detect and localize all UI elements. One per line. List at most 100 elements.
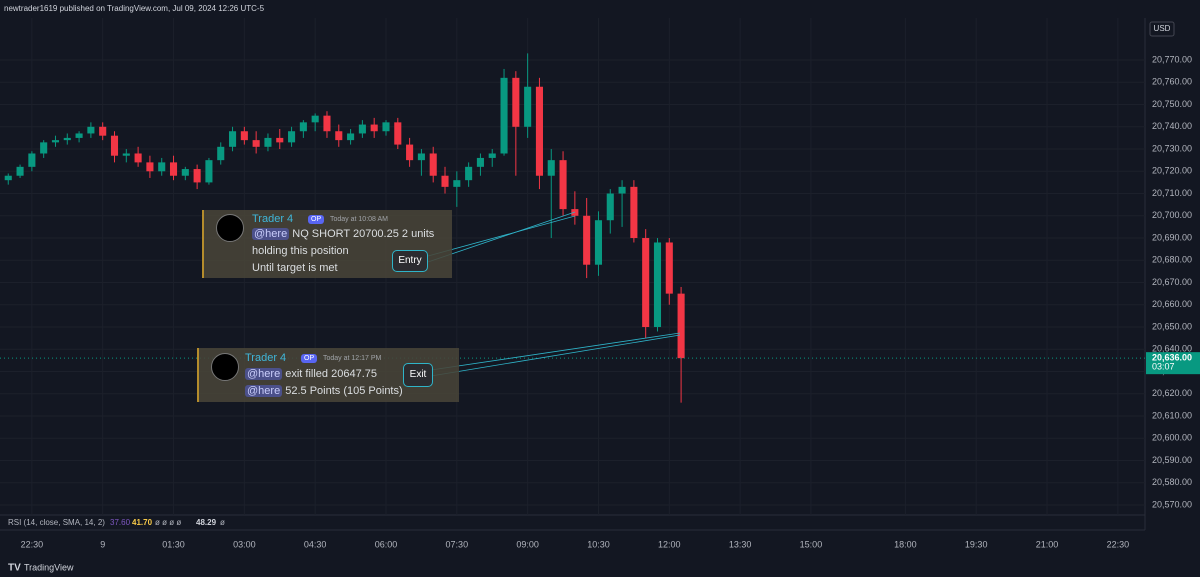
- last-price-box: [1146, 352, 1200, 375]
- currency: USD: [1154, 24, 1171, 33]
- candle-body: [28, 153, 36, 167]
- timestamp: Today at 10:08 AM: [330, 216, 388, 223]
- x-tick-label: 06:00: [375, 539, 398, 549]
- candle-body: [429, 153, 437, 176]
- candle-body: [335, 131, 343, 141]
- candle-body: [358, 124, 366, 134]
- x-tick-label: 03:00: [233, 539, 256, 549]
- rsi-empty: ø ø ø ø: [155, 518, 181, 527]
- text: 52.5 Points (105 Points): [285, 385, 403, 397]
- author: Trader 4: [252, 213, 294, 225]
- candle-body: [512, 77, 520, 127]
- candle-body: [465, 166, 473, 181]
- candle-body: [441, 175, 449, 187]
- candle-body: [87, 126, 95, 134]
- candle-body: [606, 193, 614, 221]
- y-tick-label: 20,720.00: [1152, 166, 1192, 176]
- rsi-name: RSI (14, close, SMA, 14, 2): [8, 518, 105, 527]
- candle-body: [288, 131, 296, 143]
- x-tick-label: 21:00: [1036, 539, 1059, 549]
- candle-body: [311, 115, 319, 123]
- y-tick-label: 20,770.00: [1152, 54, 1192, 64]
- mention: @here: [252, 228, 290, 240]
- y-tick-label: 20,740.00: [1152, 121, 1192, 131]
- candle-body: [240, 131, 248, 141]
- candle-body: [417, 153, 425, 161]
- line: holding this position: [252, 245, 349, 257]
- mention: @here: [245, 368, 283, 380]
- rsi-value: 41.70: [132, 518, 153, 527]
- badge: OP: [308, 215, 325, 224]
- y-tick-label: 20,600.00: [1152, 433, 1192, 443]
- candle-body: [500, 77, 508, 154]
- y-tick-label: 20,750.00: [1152, 99, 1192, 109]
- candle-body: [4, 175, 12, 181]
- candle-body: [583, 215, 591, 265]
- candle-body: [63, 137, 71, 141]
- candle-body: [264, 137, 272, 147]
- candle-body: [193, 169, 201, 183]
- candle-body: [347, 133, 355, 141]
- entry-tag: Entry: [392, 250, 428, 272]
- line: @here exit filled 20647.75: [245, 368, 377, 380]
- connector: [427, 211, 576, 263]
- x-tick-label: 10:30: [587, 539, 610, 549]
- candle-body: [252, 140, 260, 147]
- text: exit filled 20647.75: [285, 368, 377, 380]
- candle-body: [677, 293, 685, 359]
- x-tick-label: 04:30: [304, 539, 327, 549]
- connectors: [427, 211, 681, 377]
- footer-bar: [0, 560, 1200, 577]
- candle-body: [653, 242, 662, 328]
- footer-brand: TradingView: [24, 562, 74, 572]
- candle-body: [559, 160, 567, 210]
- candle-body: [75, 133, 83, 138]
- text: NQ SHORT 20700.25 2 units: [292, 228, 435, 240]
- line: Until target is met: [252, 262, 338, 274]
- y-tick-label: 20,570.00: [1152, 499, 1192, 509]
- candle-body: [134, 153, 142, 163]
- candle-body: [110, 135, 119, 156]
- y-tick-label: 20,670.00: [1152, 277, 1192, 287]
- x-tick-label: 15:00: [800, 539, 823, 549]
- candle-body: [535, 86, 543, 176]
- candle-body: [169, 162, 178, 176]
- candle-body: [122, 153, 130, 156]
- avatar: [211, 353, 239, 381]
- author: Trader 4: [245, 352, 287, 364]
- candle-body: [618, 186, 626, 194]
- candle-body: [382, 122, 390, 132]
- candle-body: [394, 122, 402, 145]
- candle-body: [323, 115, 331, 132]
- candle-body: [16, 166, 24, 176]
- rsi-value: 37.60: [110, 518, 131, 527]
- candle-body: [181, 169, 189, 176]
- x-tick-label: 09:00: [516, 539, 539, 549]
- x-tick-label: 18:00: [894, 539, 917, 549]
- candle-body: [40, 142, 48, 154]
- x-tick-label: 9: [100, 539, 105, 549]
- header-text: newtrader1619 published on TradingView.c…: [4, 4, 265, 13]
- y-tick-label: 20,610.00: [1152, 410, 1192, 420]
- line: @here 52.5 Points (105 Points): [245, 385, 403, 397]
- y-tick-label: 20,580.00: [1152, 477, 1192, 487]
- candle-body: [524, 86, 532, 127]
- y-tick-label: 20,760.00: [1152, 77, 1192, 87]
- candle-body: [488, 153, 496, 158]
- candle-body: [276, 137, 284, 143]
- candle-body: [406, 144, 414, 161]
- x-tick-label: 22:30: [21, 539, 44, 549]
- candle-body: [630, 186, 638, 239]
- candle-body: [476, 157, 484, 167]
- y-tick-label: 20,730.00: [1152, 143, 1192, 153]
- x-tick-label: 01:30: [162, 539, 185, 549]
- y-tick-label: 20,690.00: [1152, 232, 1192, 242]
- tv-logo: TV: [8, 563, 21, 574]
- candle-body: [158, 162, 166, 172]
- candle-body: [146, 162, 154, 172]
- exit-tag: Exit: [403, 363, 433, 387]
- candle-body: [642, 238, 650, 328]
- last-price-label: 20,636.00: [1152, 353, 1192, 363]
